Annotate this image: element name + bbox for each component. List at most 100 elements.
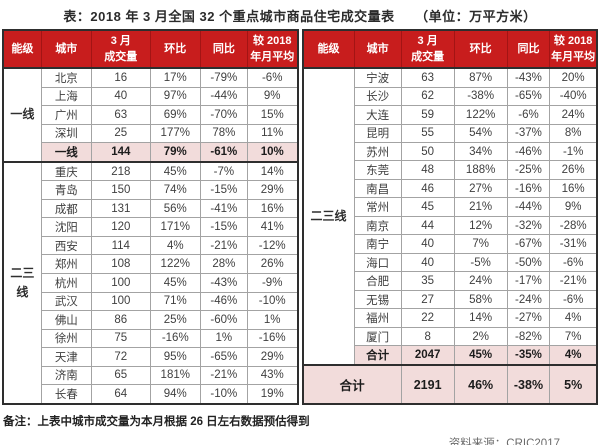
summary-value: 4%	[549, 345, 598, 366]
city-cell: 宁波	[353, 67, 402, 88]
right-table: 能级 城市 3 月 成交量 环比 同比较 2018 年月平均 二三线 宁波 63 87% -43%…	[301, 29, 598, 405]
value-cell: 43%	[246, 365, 299, 386]
value-cell: 4%	[149, 235, 201, 256]
value-cell: -6%	[549, 289, 598, 310]
table-row: 昆明 55 54% -37% 8%	[303, 123, 598, 143]
summary-value: -35%	[506, 345, 551, 366]
summary-value: 45%	[453, 345, 508, 366]
value-cell: 19%	[246, 384, 299, 405]
grand-total-value: 46%	[453, 364, 508, 405]
value-cell: 72	[90, 347, 151, 367]
tier-label: 二三线	[302, 67, 355, 366]
value-cell: 28%	[199, 254, 248, 274]
value-cell: -70%	[199, 105, 248, 125]
table-row: 沈阳 120 171% -15% 41%	[3, 217, 299, 237]
city-cell: 成都	[40, 198, 92, 219]
value-cell: 34%	[453, 141, 508, 162]
value-cell: 50	[400, 141, 455, 162]
value-cell: 25%	[149, 310, 201, 330]
table-row: 上海 40 97% -44% 9%	[3, 86, 299, 107]
value-cell: -10%	[199, 384, 248, 405]
column-header: 3 月 成交量	[90, 29, 151, 69]
city-cell: 常州	[353, 197, 402, 217]
value-cell: 4%	[549, 308, 598, 328]
city-cell: 南昌	[353, 178, 402, 199]
value-cell: -6%	[246, 67, 299, 88]
value-cell: 95%	[149, 347, 201, 367]
grand-total-value: 5%	[549, 364, 598, 405]
value-cell: 45%	[149, 160, 201, 182]
city-cell: 郑州	[40, 254, 92, 274]
column-header: 环比	[453, 29, 508, 69]
value-cell: 45	[400, 197, 455, 217]
value-cell: 26%	[246, 254, 299, 274]
value-cell: 71%	[149, 291, 201, 312]
value-cell: 59	[400, 105, 455, 125]
value-cell: -10%	[246, 291, 299, 312]
value-cell: 44	[400, 215, 455, 236]
city-cell: 南宁	[353, 234, 402, 254]
table-row: 郑州 108 122% 28% 26%	[3, 254, 299, 274]
column-header: 环比	[149, 29, 201, 69]
value-cell: 48	[400, 160, 455, 180]
value-cell: 26%	[549, 160, 598, 180]
value-cell: -65%	[506, 86, 551, 107]
value-cell: 97%	[149, 86, 201, 107]
city-cell: 广州	[40, 105, 92, 125]
summary-row: 合计 2047 45% -35% 4%	[303, 345, 598, 366]
value-cell: -44%	[199, 86, 248, 107]
value-cell: -25%	[506, 160, 551, 180]
column-header: 较 2018 年月平均	[549, 29, 598, 69]
value-cell: 22	[400, 308, 455, 328]
column-header: 城市	[353, 29, 402, 69]
value-cell: 122%	[149, 254, 201, 274]
value-cell: 122%	[453, 105, 508, 125]
value-cell: 46	[400, 178, 455, 199]
table-row: 一线 北京 16 17% -79% -6%	[2, 67, 299, 163]
tier-label: 一线	[2, 67, 42, 163]
table-row: 长春 64 94% -10% 19%	[3, 384, 299, 405]
city-cell: 西安	[40, 235, 92, 256]
summary-value: 10%	[246, 142, 299, 163]
value-cell: 14%	[453, 308, 508, 328]
summary-value: -61%	[199, 142, 248, 163]
value-cell: 15%	[246, 105, 299, 125]
grand-total-label: 合计	[302, 364, 402, 405]
value-cell: -50%	[506, 252, 551, 273]
value-cell: 54%	[453, 123, 508, 143]
header-row: 能级 城市 3 月 成交量 环比 同比较 2018 年月平均	[302, 29, 598, 69]
value-cell: 100	[90, 272, 151, 293]
column-header: 同比	[199, 29, 248, 69]
tier-label: 二三 线	[2, 160, 42, 405]
value-cell: 1%	[199, 328, 248, 349]
value-cell: 100	[90, 291, 151, 312]
value-cell: 2%	[453, 326, 508, 347]
value-cell: 114	[90, 235, 151, 256]
value-cell: 21%	[453, 197, 508, 217]
summary-value: 144	[90, 142, 151, 163]
value-cell: 181%	[149, 365, 201, 386]
table-row: 南京 44 12% -32% -28%	[303, 215, 598, 236]
column-header: 能级	[2, 29, 42, 69]
summary-value: 2047	[400, 345, 455, 366]
city-cell: 青岛	[40, 180, 92, 200]
value-cell: 16%	[246, 198, 299, 219]
table-row: 苏州 50 34% -46% -1%	[303, 141, 598, 162]
value-cell: 7%	[453, 234, 508, 254]
column-header: 同比	[506, 29, 551, 69]
city-cell: 昆明	[353, 123, 402, 143]
data-source: 资料来源：CRIC2017	[448, 438, 560, 445]
value-cell: 65	[90, 365, 151, 386]
value-cell: 12%	[453, 215, 508, 236]
value-cell: 55	[400, 123, 455, 143]
column-header: 能级	[302, 29, 355, 69]
value-cell: 35	[400, 271, 455, 291]
summary-value: 79%	[149, 142, 201, 163]
table-row: 无锡 27 58% -24% -6%	[303, 289, 598, 310]
value-cell: 86	[90, 310, 151, 330]
table-row: 徐州 75 -16% 1% -16%	[3, 328, 299, 349]
value-cell: -44%	[506, 197, 551, 217]
table-row: 武汉 100 71% -46% -10%	[3, 291, 299, 312]
value-cell: -5%	[453, 252, 508, 273]
city-cell: 福州	[353, 308, 402, 328]
